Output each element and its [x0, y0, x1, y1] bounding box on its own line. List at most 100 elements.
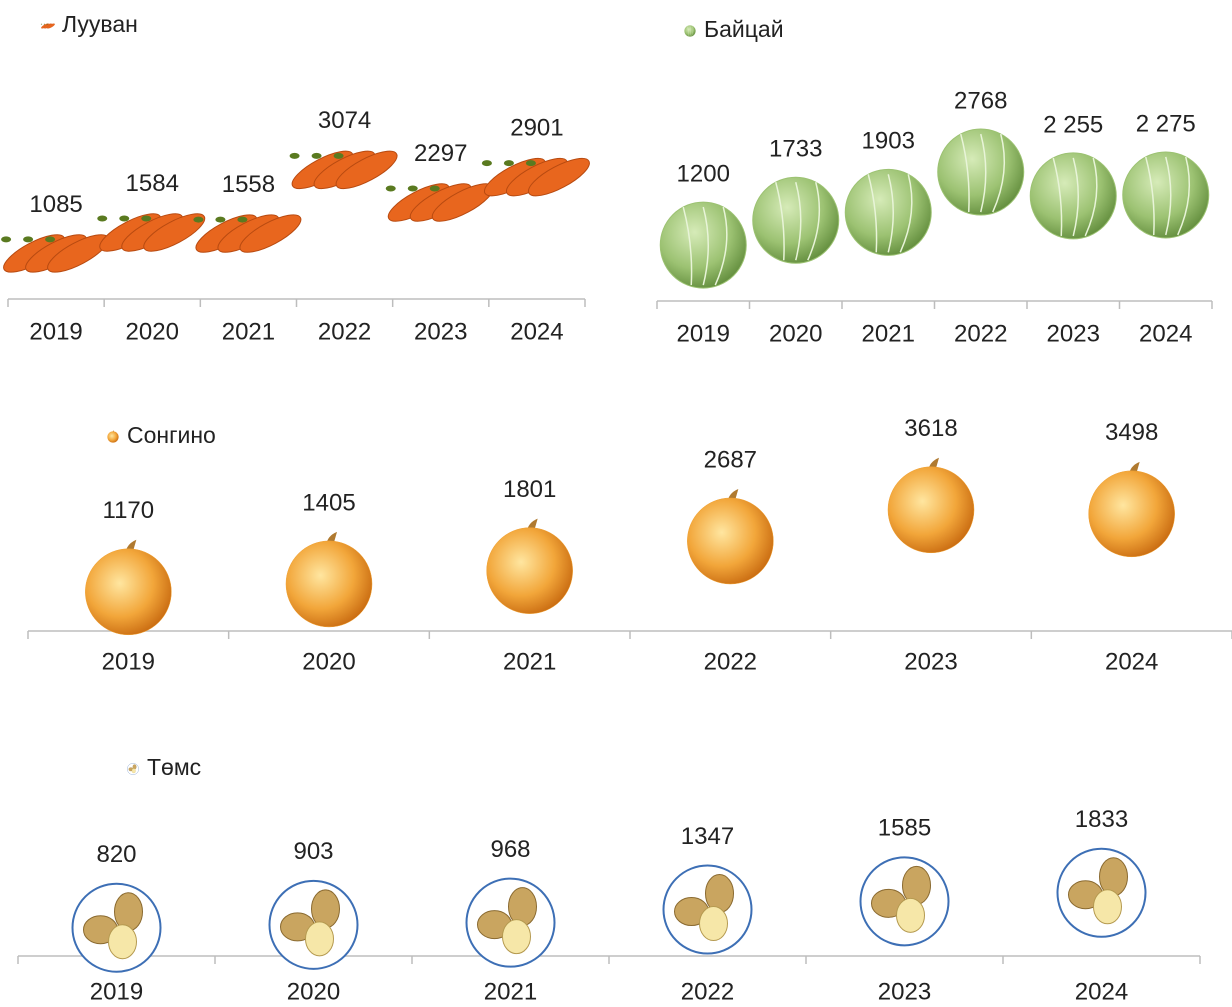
carrot-top [45, 236, 55, 242]
cabbage-head [845, 169, 931, 255]
chart: Лууван1085158415583074229729012019202020… [0, 0, 1232, 1007]
potato-half [306, 922, 334, 956]
carrot-top [41, 24, 42, 25]
cabbage-head [753, 177, 839, 263]
cabbage-marker [1123, 152, 1209, 238]
potato-marker [73, 884, 161, 972]
onion-marker [888, 458, 974, 553]
carrot-top [193, 217, 203, 223]
potato-half [1094, 890, 1122, 924]
cabbage-head [684, 25, 695, 36]
carrot-top [44, 24, 45, 25]
potato-marker [861, 857, 949, 945]
data-label: 3618 [904, 415, 957, 442]
x-tick-label: 2022 [954, 320, 1007, 347]
data-label: 1200 [677, 160, 730, 187]
onion-bulb [107, 431, 118, 442]
x-tick-label: 2021 [503, 648, 556, 675]
carrot-top [334, 153, 344, 159]
cabbage-head [660, 202, 746, 288]
x-tick-label: 2021 [484, 978, 537, 1005]
onion-marker [487, 519, 573, 614]
data-label: 1558 [222, 171, 275, 198]
data-label: 968 [490, 836, 530, 863]
potato-marker [270, 881, 358, 969]
data-label: 1584 [126, 170, 179, 197]
carrot-top [386, 186, 396, 192]
data-label: 2297 [414, 140, 467, 167]
x-tick-label: 2021 [222, 318, 275, 345]
page: Лууван1085158415583074229729012019202020… [0, 0, 1232, 1007]
x-tick-label: 2023 [878, 978, 931, 1005]
cabbage-marker [753, 177, 839, 263]
potato-half [109, 925, 137, 959]
carrot-marker [191, 208, 305, 259]
onion-bulb [888, 467, 974, 553]
onion-marker [687, 489, 773, 584]
x-tick-label: 2019 [90, 978, 143, 1005]
carrot-top [290, 153, 300, 159]
legend-icon [41, 23, 56, 30]
carrot-marker [384, 177, 498, 228]
data-label: 1903 [862, 128, 915, 155]
onion-bulb [286, 541, 372, 627]
x-tick-label: 2020 [769, 320, 822, 347]
carrot-marker [287, 144, 401, 195]
x-tick-label: 2020 [126, 318, 179, 345]
data-label: 1347 [681, 823, 734, 850]
data-label: 3498 [1105, 419, 1158, 446]
x-tick-label: 2022 [681, 978, 734, 1005]
x-tick-label: 2023 [414, 318, 467, 345]
carrot-top [312, 153, 322, 159]
data-label: 2768 [954, 87, 1007, 114]
legend-icon [107, 430, 118, 442]
x-tick-label: 2020 [287, 978, 340, 1005]
carrot-top [23, 236, 33, 242]
data-label: 2 255 [1043, 111, 1103, 138]
carrot-top [408, 186, 418, 192]
data-label: 2901 [510, 115, 563, 142]
legend-label: Сонгино [127, 422, 216, 448]
potato-marker [664, 866, 752, 954]
x-tick-label: 2024 [1139, 320, 1192, 347]
data-label: 2687 [704, 446, 757, 473]
carrot-top [237, 217, 247, 223]
x-tick-label: 2019 [677, 320, 730, 347]
data-label: 1585 [878, 815, 931, 842]
legend-icon [684, 25, 695, 36]
carrot-top [215, 217, 225, 223]
carrot-marker [95, 207, 209, 258]
x-tick-label: 2024 [510, 318, 563, 345]
cabbage-head [1123, 152, 1209, 238]
carrot-marker [480, 151, 594, 202]
potato-half [132, 769, 136, 773]
data-label: 820 [96, 841, 136, 868]
data-label: 1085 [29, 191, 82, 218]
x-tick-label: 2024 [1075, 978, 1128, 1005]
carrot-top [482, 160, 492, 166]
x-tick-label: 2024 [1105, 648, 1158, 675]
onion-marker [85, 540, 171, 635]
x-tick-label: 2022 [704, 648, 757, 675]
data-label: 1733 [769, 136, 822, 163]
x-tick-label: 2023 [1047, 320, 1100, 347]
data-label: 1833 [1075, 806, 1128, 833]
data-label: 1405 [302, 489, 355, 516]
carrot-top [430, 186, 440, 192]
potato-half [897, 898, 925, 932]
carrot-top [97, 215, 107, 221]
carrot-top [1, 236, 11, 242]
legend-label: Лууван [62, 11, 138, 37]
legend-icon [127, 763, 138, 774]
x-tick-label: 2019 [102, 648, 155, 675]
data-label: 1170 [103, 497, 155, 524]
cabbage-marker [938, 129, 1024, 215]
x-tick-label: 2022 [318, 318, 371, 345]
legend-label: Төмс [147, 754, 201, 780]
onion-bulb [687, 498, 773, 584]
onion-marker [1089, 462, 1175, 557]
potato-half [503, 920, 531, 954]
cabbage-marker [660, 202, 746, 288]
carrot-top [47, 24, 48, 25]
potato-marker [1058, 849, 1146, 937]
